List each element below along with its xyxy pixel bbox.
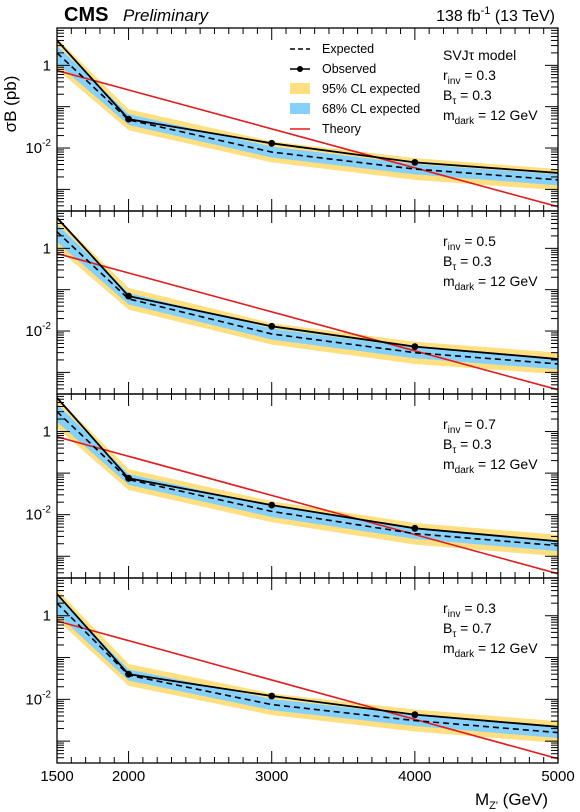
y-tick-label: 10-2 <box>25 138 51 157</box>
legend-expected-label: Expected <box>322 42 374 56</box>
param-label: Bτ = 0.7 <box>443 620 492 640</box>
param-label: mdark = 12 GeV <box>443 107 538 127</box>
param-label: rinv = 0.3 <box>443 600 496 620</box>
observed-point <box>411 524 419 532</box>
observed-point <box>411 711 419 719</box>
observed-point <box>411 158 419 166</box>
param-label: Bτ = 0.3 <box>443 436 492 456</box>
y-tick-label: 10-2 <box>25 321 51 340</box>
legend-band68-label: 68% CL expected <box>322 102 420 116</box>
observed-point <box>268 139 276 147</box>
theory-line <box>57 252 558 391</box>
y-tick-label: 1 <box>43 424 51 441</box>
expected-line <box>57 411 558 547</box>
legend-band95-label: 95% CL expected <box>322 82 420 96</box>
expected-line <box>57 231 558 365</box>
theory-line <box>57 620 558 760</box>
param-label: mdark = 12 GeV <box>443 456 538 476</box>
param-label: mdark = 12 GeV <box>443 273 538 293</box>
y-axis-title: σB (pb) <box>1 76 20 133</box>
x-tick-label: 3000 <box>255 768 288 785</box>
theory-line <box>57 435 558 575</box>
expected-line <box>57 52 558 181</box>
x-tick-label: 5000 <box>541 768 574 785</box>
y-tick-label: 10-2 <box>25 689 51 708</box>
param-label: rinv = 0.7 <box>443 416 496 436</box>
legend-band95-swatch <box>290 83 310 94</box>
legend-theory-label: Theory <box>322 122 362 136</box>
observed-point <box>268 322 276 330</box>
legend-observed-marker <box>297 66 303 72</box>
param-label: Bτ = 0.3 <box>443 87 492 107</box>
legend: Expected Observed 95% CL expected 68% CL… <box>290 42 420 136</box>
observed-point <box>125 474 132 482</box>
band-68 <box>57 45 558 186</box>
param-label: rinv = 0.3 <box>443 67 496 87</box>
x-tick-label: 4000 <box>398 768 431 785</box>
status-label: Preliminary <box>123 6 210 25</box>
y-tick-label: 1 <box>43 57 51 74</box>
param-label: rinv = 0.5 <box>443 233 496 253</box>
panel-plot-area <box>57 589 558 760</box>
y-tick-label: 10-2 <box>25 505 51 524</box>
observed-point <box>125 115 132 123</box>
observed-point <box>268 692 276 700</box>
legend-band68-swatch <box>290 103 310 114</box>
panel-plot-area <box>57 397 558 575</box>
x-tick-label: 1500 <box>40 768 73 785</box>
x-tick-label: 2000 <box>112 768 145 785</box>
lumi-label: 138 fb-1 (13 TeV) <box>436 5 555 25</box>
observed-point <box>125 292 132 300</box>
observed-point <box>125 670 132 678</box>
param-label: mdark = 12 GeV <box>443 640 538 660</box>
panel-plot-area <box>57 217 558 391</box>
y-tick-label: 1 <box>43 608 51 625</box>
observed-point <box>268 501 276 509</box>
band-68 <box>57 597 558 739</box>
experiment-label: CMS <box>64 4 108 26</box>
x-axis-title: MZ' (GeV) <box>475 790 548 812</box>
y-tick-label: 1 <box>43 240 51 257</box>
theory-line <box>57 69 558 208</box>
model-title: SVJτ model <box>443 47 516 63</box>
param-label: Bτ = 0.3 <box>443 253 492 273</box>
panel-plot-area <box>57 38 558 208</box>
legend-observed-label: Observed <box>322 62 376 76</box>
observed-point <box>411 343 419 351</box>
